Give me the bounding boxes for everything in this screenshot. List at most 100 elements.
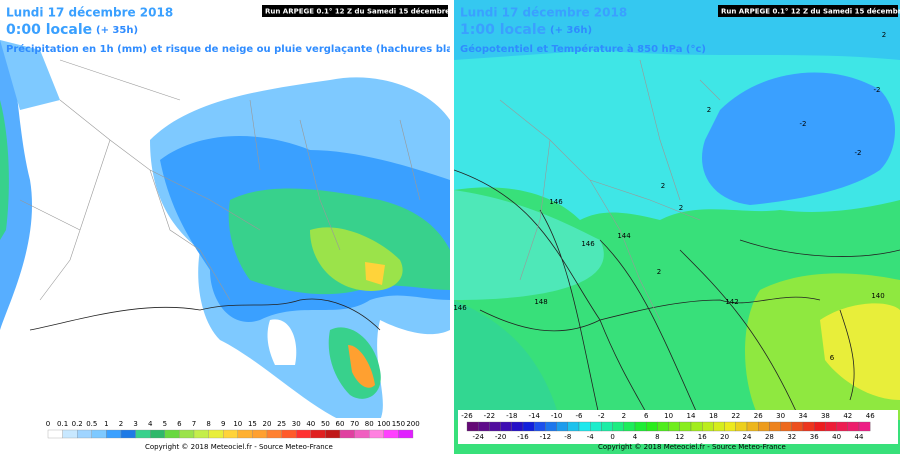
legend-swatch xyxy=(522,421,535,432)
legend-label-top: 2 xyxy=(622,412,626,420)
legend-swatch xyxy=(252,429,268,439)
legend-swatch xyxy=(623,421,636,432)
time: 1:00 locale xyxy=(460,22,546,38)
coastline xyxy=(29,298,381,331)
legend-swatch xyxy=(91,429,107,439)
legend-label: 9 xyxy=(221,420,225,428)
legend-label: 25 xyxy=(277,420,286,428)
legend-label-bottom: 0 xyxy=(610,433,614,441)
legend-label-top: 10 xyxy=(664,412,673,420)
legend-swatch xyxy=(814,421,826,432)
legend-swatch xyxy=(398,429,414,439)
legend-label: 7 xyxy=(192,420,196,428)
legend-swatch xyxy=(383,429,399,439)
legend-label-top: -6 xyxy=(576,412,584,420)
legend-swatch xyxy=(120,429,136,439)
legend-swatch xyxy=(193,429,209,439)
legend-swatch xyxy=(791,421,804,432)
legend-swatch xyxy=(724,421,736,432)
legend-swatch xyxy=(769,421,781,432)
copyright: Copyright © 2018 Meteociel.fr - Source M… xyxy=(145,443,333,451)
legend-label: 150 xyxy=(392,420,405,428)
date: Lundi 17 décembre 2018 xyxy=(6,6,173,20)
legend-label-top: -26 xyxy=(461,412,473,420)
legend-label: 50 xyxy=(321,420,330,428)
lead-time: (+ 35h) xyxy=(96,25,138,36)
legend-label-top: 46 xyxy=(866,412,875,420)
legend-swatch xyxy=(679,421,692,432)
legend-label: 1 xyxy=(104,420,108,428)
legend-swatch xyxy=(478,421,490,432)
legend-swatch xyxy=(106,429,122,439)
legend-swatch xyxy=(179,429,195,439)
legend-label-top: 14 xyxy=(687,412,696,420)
legend-label: 60 xyxy=(336,420,345,428)
borders xyxy=(499,59,721,321)
legend-label-bottom: 24 xyxy=(743,433,752,441)
legend-label-bottom: -16 xyxy=(517,433,529,441)
contour-label: -2 xyxy=(874,86,881,94)
contour-label: 2 xyxy=(707,106,711,114)
precip xyxy=(0,40,60,110)
legend-label: 0.5 xyxy=(86,420,97,428)
legend-label-bottom: 8 xyxy=(655,433,659,441)
run-info: Run ARPEGE 0.1° 12 Z du Samedi 15 décemb… xyxy=(265,8,472,16)
legend: 0 0.1 0.2 0.5 1 2 3 4 5 6 7 8 9 10 15 20 25 30 40 50 60 70 80 1… xyxy=(40,418,420,440)
contour-label: -2 xyxy=(800,120,807,128)
legend-label-top: 18 xyxy=(709,412,718,420)
coastline xyxy=(479,296,855,401)
legend-label: 0.2 xyxy=(72,420,83,428)
legend-swatch xyxy=(578,421,591,432)
legend-swatch xyxy=(47,429,63,439)
temp-field xyxy=(454,300,560,420)
legend-swatch xyxy=(657,421,669,432)
legend-label-bottom: -12 xyxy=(540,433,551,441)
legend-label: 30 xyxy=(292,420,301,428)
legend-swatch xyxy=(567,421,580,432)
legend-swatch xyxy=(758,421,770,432)
legend-swatch xyxy=(601,421,613,432)
legend-swatch xyxy=(780,421,792,432)
contour-label: 146 xyxy=(453,304,467,312)
legend-swatch xyxy=(590,421,602,432)
contour-label: 140 xyxy=(871,292,884,300)
legend-label-top: -22 xyxy=(484,412,495,420)
legend-swatch xyxy=(836,421,848,432)
legend-swatch xyxy=(556,421,568,432)
legend-swatch xyxy=(150,429,165,439)
legend-swatch xyxy=(612,421,624,432)
time: 0:00 locale xyxy=(6,22,92,38)
contour-label: 2 xyxy=(661,182,665,190)
legend-swatch xyxy=(500,421,512,432)
legend-swatch xyxy=(369,429,384,439)
legend-swatch xyxy=(634,421,647,432)
run-box xyxy=(262,5,448,17)
legend-swatch xyxy=(310,429,326,439)
legend-label-bottom: -20 xyxy=(495,433,506,441)
legend-label: 10 xyxy=(233,420,242,428)
contour-label: 2 xyxy=(657,268,661,276)
legend-label-bottom: 32 xyxy=(787,433,796,441)
legend-label-bottom: 4 xyxy=(633,433,638,441)
legend-label-top: 22 xyxy=(731,412,740,420)
lead-time: (+ 36h) xyxy=(550,25,592,36)
legend-label-bottom: 44 xyxy=(855,433,864,441)
precip xyxy=(365,262,385,285)
subtitle: Précipitation en 1h (mm) et risque de ne… xyxy=(6,43,491,55)
legend-label-bottom: 12 xyxy=(675,433,684,441)
left-panel: Run ARPEGE 0.1° 12 Z du Samedi 15 décemb… xyxy=(0,5,491,451)
date: Lundi 17 décembre 2018 xyxy=(460,6,627,20)
legend-swatch xyxy=(466,421,479,432)
legend-swatch xyxy=(858,421,871,432)
legend-swatch xyxy=(135,429,151,439)
legend-label: 6 xyxy=(177,420,182,428)
contour-label: 2 xyxy=(679,204,683,212)
legend-swatch xyxy=(825,421,837,432)
legend-swatch xyxy=(266,429,282,439)
legend-label: 2 xyxy=(119,420,123,428)
run-info: Run ARPEGE 0.1° 12 Z du Samedi 15 décemb… xyxy=(721,8,900,16)
legend-label: 20 xyxy=(263,420,272,428)
legend-label: 5 xyxy=(163,420,167,428)
right-panel: Run ARPEGE 0.1° 12 Z du Samedi 15 décemb… xyxy=(453,0,900,454)
